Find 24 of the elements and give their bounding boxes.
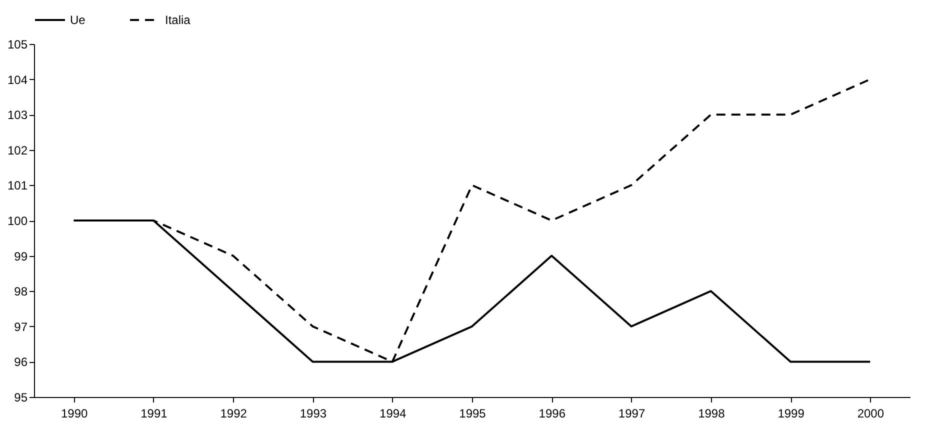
x-tick-label: 1990: [60, 406, 88, 420]
y-tick-label: 98: [14, 284, 28, 299]
x-tick-label: 1999: [778, 406, 805, 420]
x-tick-label: 1994: [380, 406, 407, 420]
y-tick-label: 99: [14, 249, 28, 264]
y-tick-label: 101: [7, 178, 28, 193]
y-tick-label: 100: [7, 214, 28, 228]
legend-label: Ue: [70, 13, 86, 27]
x-tick-label: 1997: [618, 406, 646, 420]
x-tick-label: 1991: [140, 406, 168, 420]
y-tick-label: 97: [14, 320, 28, 334]
legend-label: Italia: [165, 13, 191, 27]
x-tick-label: 1998: [698, 406, 726, 420]
y-tick-label: 105: [7, 38, 28, 52]
x-tick-label: 1995: [459, 406, 486, 420]
x-tick-label: 1992: [220, 406, 248, 420]
y-tick-label: 95: [14, 390, 28, 404]
y-tick-label: 103: [7, 108, 28, 122]
x-tick-label: 1993: [300, 406, 327, 420]
y-tick-label: 102: [7, 143, 28, 158]
y-tick-label: 104: [7, 72, 28, 87]
y-tick-label: 96: [14, 355, 28, 370]
x-tick-label: 2000: [857, 406, 884, 420]
x-tick-label: 1996: [538, 406, 566, 420]
